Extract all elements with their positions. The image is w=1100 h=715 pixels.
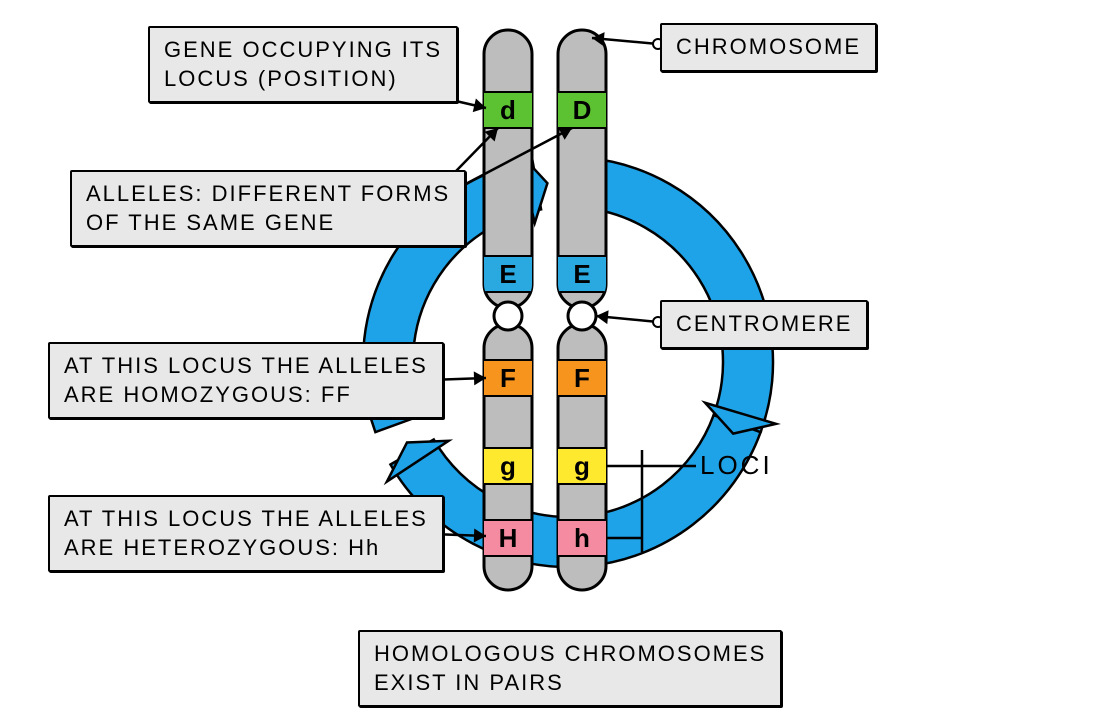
label-text: AT THIS LOCUS THE ALLELESARE HOMOZYGOUS:… (64, 353, 428, 407)
band-label: g (500, 451, 516, 481)
band-label: E (573, 259, 590, 289)
label-centromere: CENTROMERE (660, 300, 868, 349)
label-text: LOCI (700, 450, 773, 480)
band-label: D (573, 95, 592, 125)
band-label: F (574, 363, 590, 393)
label-loci: LOCI (700, 450, 773, 481)
band-label: h (574, 523, 590, 553)
label-heterozygous: AT THIS LOCUS THE ALLELESARE HETEROZYGOU… (48, 495, 444, 572)
label-chromosome: CHROMOSOME (660, 23, 877, 72)
label-text: GENE OCCUPYING ITSLOCUS (POSITION) (164, 37, 442, 91)
label-text: CHROMOSOME (676, 34, 861, 59)
band-label: F (500, 363, 516, 393)
label-alleles: ALLELES: DIFFERENT FORMSOF THE SAME GENE (70, 170, 466, 247)
chromosome-right: D E Fg h (556, 30, 608, 590)
label-text: ALLELES: DIFFERENT FORMSOF THE SAME GENE (86, 181, 450, 235)
band-label: d (500, 95, 516, 125)
band-label: H (499, 523, 518, 553)
band-label: g (574, 451, 590, 481)
label-text: HOMOLOGOUS CHROMOSOMESEXIST IN PAIRS (374, 641, 766, 695)
band-label: E (499, 259, 516, 289)
label-text: AT THIS LOCUS THE ALLELESARE HETEROZYGOU… (64, 506, 428, 560)
label-bottom: HOMOLOGOUS CHROMOSOMESEXIST IN PAIRS (358, 630, 782, 707)
label-homozygous: AT THIS LOCUS THE ALLELESARE HOMOZYGOUS:… (48, 342, 444, 419)
chromosome-left: d E Fg H (482, 30, 534, 590)
label-gene-locus: GENE OCCUPYING ITSLOCUS (POSITION) (148, 26, 458, 103)
label-text: CENTROMERE (676, 311, 852, 336)
